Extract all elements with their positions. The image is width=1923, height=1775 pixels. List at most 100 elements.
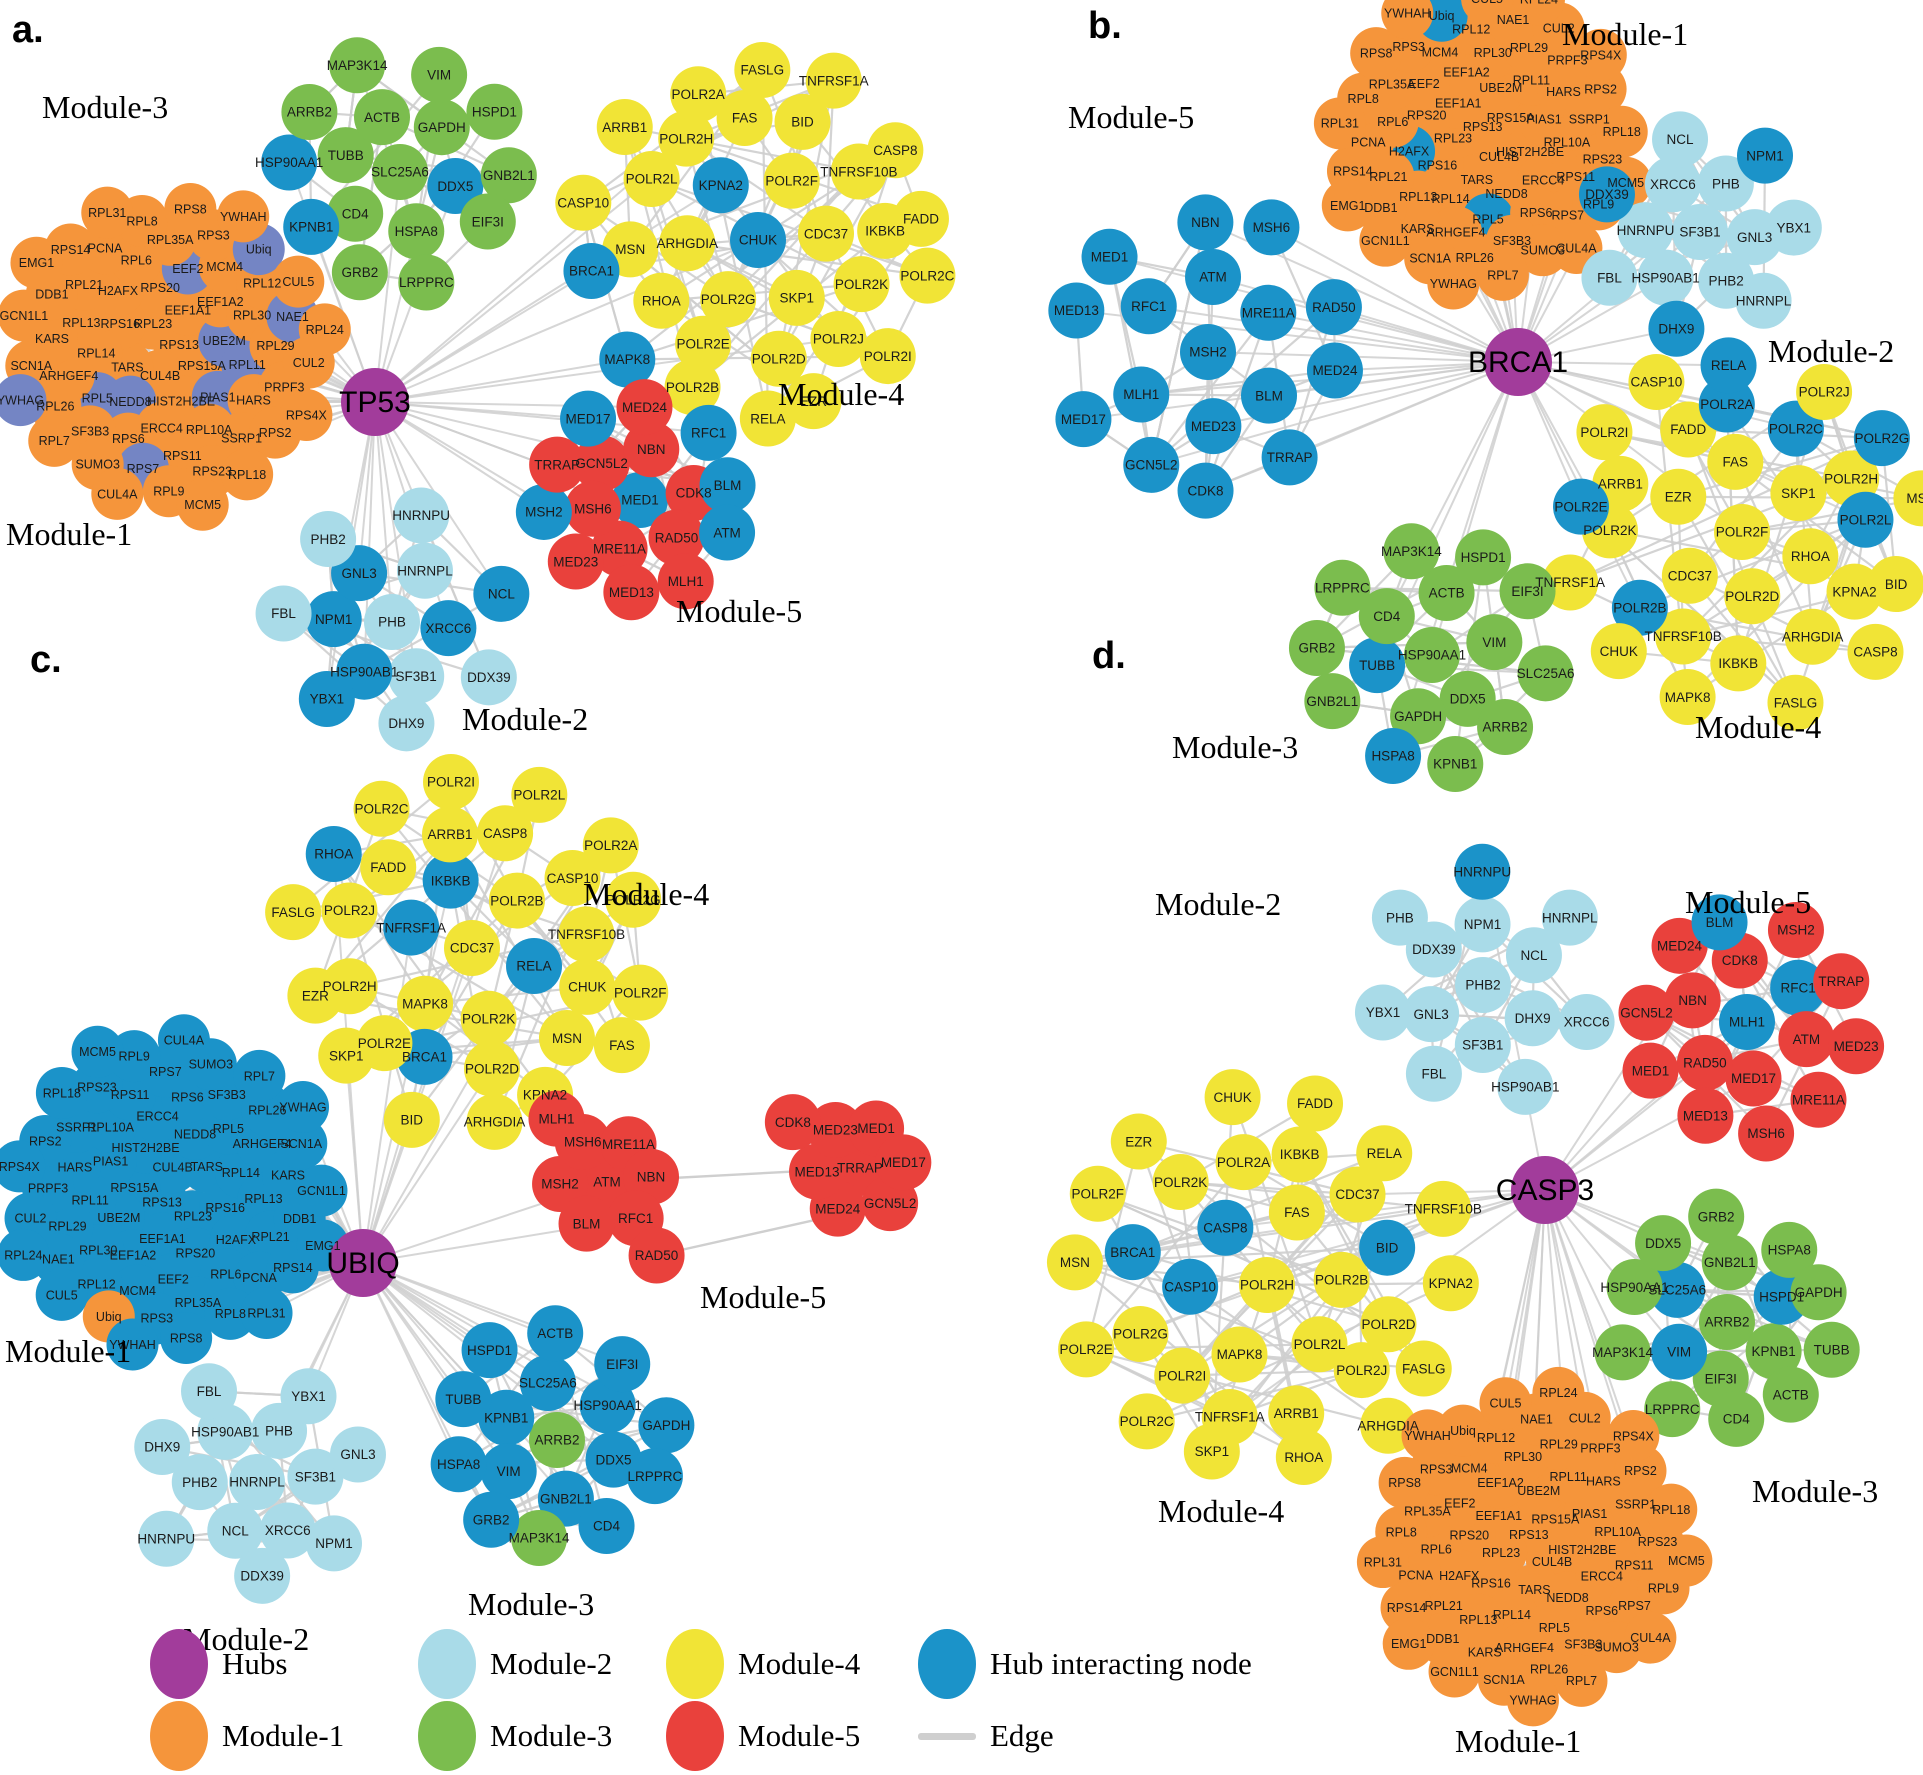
edge	[387, 866, 587, 936]
module2-swatch	[418, 1629, 476, 1699]
node-label: FASLG	[1402, 1361, 1446, 1376]
node-label: CASP8	[873, 143, 917, 158]
node-label: POLR2C	[1769, 421, 1823, 436]
node-label: HIST2H2BE	[147, 394, 215, 408]
node-label: MED1	[1632, 1063, 1670, 1078]
node-label: HNRNPU	[1617, 223, 1675, 238]
node-label: POLR2K	[1583, 523, 1636, 538]
node-label: HIST2H2BE	[1496, 145, 1564, 159]
edge	[1085, 1348, 1389, 1427]
node-label: EEF2	[1444, 1497, 1475, 1511]
node-label: GCN5L2	[1620, 1005, 1673, 1020]
nodes-layer	[0, 753, 932, 1604]
node-POLR2H	[658, 110, 715, 167]
node-label: RPL30	[1474, 46, 1512, 60]
node-YBX1	[298, 670, 355, 727]
node-label: SLC25A6	[371, 165, 429, 180]
node-label: RPS23	[192, 464, 232, 478]
node-ACTB	[1762, 1366, 1819, 1423]
node-CASP10	[544, 850, 601, 907]
node-label: NEDD8	[1485, 187, 1527, 201]
node-label: RPS16	[1471, 1577, 1511, 1591]
node-DDX5	[1635, 1215, 1692, 1272]
node-label: GRB2	[473, 1513, 510, 1528]
node-POLR2K	[460, 990, 517, 1047]
node-FBL	[1405, 1045, 1462, 1102]
node-label: EEF1A1	[1435, 96, 1482, 110]
node-label: IKBKB	[1718, 656, 1758, 671]
node-label: RPL24	[1539, 1386, 1577, 1400]
node-label: RPS14	[1387, 1601, 1427, 1615]
node-label: NAE1	[1497, 13, 1530, 27]
node-MED23	[1185, 398, 1242, 455]
node-label: CDK8	[775, 1115, 811, 1130]
node-label: RFC1	[691, 426, 726, 441]
node-label: RPL7	[1487, 268, 1518, 282]
node-label: DHX9	[388, 716, 424, 731]
node-label: RPL14	[1432, 192, 1470, 206]
node-label: MED17	[566, 411, 611, 426]
node-label: TARS	[111, 361, 143, 375]
node-FADD	[892, 190, 949, 247]
node-label: POLR2C	[355, 802, 409, 817]
module3-swatch	[418, 1701, 476, 1771]
node-TRRAP	[529, 436, 586, 493]
node-CDK8	[764, 1094, 821, 1151]
node-label: GAPDH	[1795, 1285, 1843, 1300]
node-HNRNPU	[393, 487, 450, 544]
node-label: RHOA	[1791, 549, 1830, 564]
node-CASP10	[1628, 353, 1685, 410]
node-label: POLR2D	[1725, 589, 1779, 604]
node-NCL	[207, 1502, 264, 1559]
node-SKP1	[768, 269, 825, 326]
node-ARRB2	[281, 84, 338, 141]
node-CASP8	[867, 122, 924, 179]
node-POLR2E	[675, 315, 732, 372]
node-RPS4X	[1574, 28, 1627, 81]
node-label: EEF1A2	[110, 1249, 157, 1263]
node-POLR2J	[321, 882, 378, 939]
node-label: CASP8	[483, 826, 527, 841]
node-label: BLM	[1255, 388, 1283, 403]
node-GRB2	[331, 244, 388, 301]
node-RAD50	[1676, 1034, 1733, 1091]
node-HNRNPL	[229, 1454, 285, 1510]
node-label: YBX1	[1777, 220, 1812, 235]
node-NPM1	[1454, 896, 1511, 953]
node-label: CDK8	[1188, 483, 1224, 498]
node-label: UBE2M	[203, 334, 246, 348]
node-label: RPL8	[1386, 1525, 1417, 1539]
node-label: ATM	[713, 525, 741, 540]
node-label: YBX1	[310, 692, 345, 707]
node-label: H2AFX	[1439, 1569, 1480, 1583]
node-label: POLR2D	[752, 351, 806, 366]
node-HSPA8	[1761, 1221, 1818, 1278]
node-label: HSP90AA1	[255, 155, 323, 170]
node-VIM	[411, 46, 468, 103]
node-POLR2B	[488, 872, 545, 929]
node-FASLG	[734, 42, 791, 99]
node-label: RPL23	[1434, 131, 1472, 145]
edge-hub	[1205, 361, 1519, 492]
node-MED23	[807, 1101, 864, 1158]
node-label: POLR2I	[427, 775, 475, 790]
node-RAD50	[628, 1227, 685, 1284]
node-label: MAP3K14	[1592, 1345, 1653, 1360]
node-label: POLR2I	[1580, 425, 1628, 440]
node-label: MAP3K14	[327, 58, 388, 73]
node-label: PCNA	[1351, 135, 1386, 149]
module5-swatch	[666, 1701, 724, 1771]
node-label: POLR2E	[1059, 1342, 1112, 1357]
node-label: NEDD8	[174, 1127, 216, 1141]
node-label: RPS16	[100, 317, 140, 331]
node-label: HARS	[1546, 85, 1581, 99]
node-RPL31	[1356, 1536, 1409, 1589]
node-label: TRRAP	[1818, 974, 1864, 989]
node-label: RPL9	[153, 485, 184, 499]
node-label: YWHAG	[1430, 277, 1477, 291]
node-label: KPNB1	[1433, 757, 1477, 772]
node-label: CDK8	[676, 486, 712, 501]
node-POLR2D	[1724, 568, 1781, 625]
node-CASP8	[1847, 623, 1904, 680]
node-label: CD4	[1373, 609, 1400, 624]
